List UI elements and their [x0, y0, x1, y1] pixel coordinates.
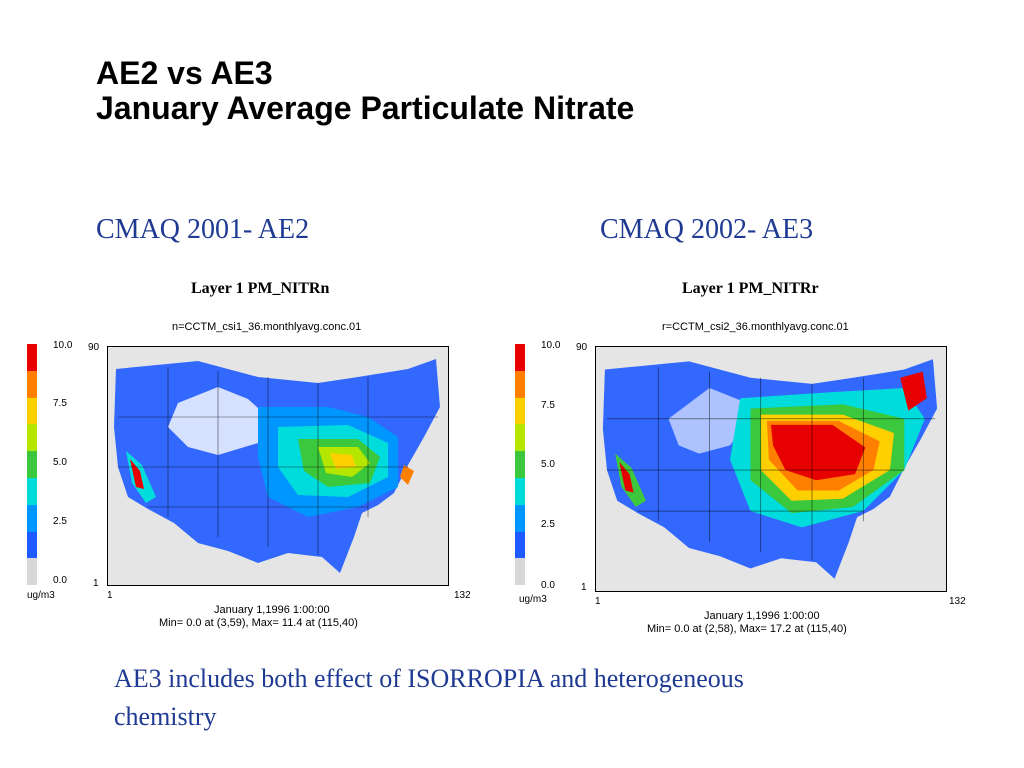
layer-label-ae2: Layer 1 PM_NITRn — [191, 280, 330, 297]
colorbar — [515, 344, 525, 586]
colorbar-segment — [515, 397, 525, 425]
date-line: January 1,1996 1:00:00 — [214, 604, 330, 616]
colorbar-tick: 2.5 — [541, 519, 555, 530]
colorbar-segment — [515, 504, 525, 532]
colorbar-tick: 5.0 — [541, 459, 555, 470]
colorbar-segment — [27, 424, 37, 452]
date-line: January 1,1996 1:00:00 — [704, 610, 820, 622]
x-axis-right: 132 — [949, 596, 966, 607]
file-name: r=CCTM_csi2_36.monthlyavg.conc.01 — [662, 321, 849, 333]
slide-title: AE2 vs AE3 January Average Particulate N… — [96, 56, 634, 126]
x-axis-right: 132 — [454, 590, 471, 601]
file-name: n=CCTM_csi1_36.monthlyavg.conc.01 — [172, 321, 362, 333]
colorbar-tick: 5.0 — [53, 457, 67, 468]
minmax-line: Min= 0.0 at (3,59), Max= 11.4 at (115,40… — [159, 617, 358, 629]
colorbar-segment — [27, 397, 37, 425]
layer-label-ae3: Layer 1 PM_NITRr — [682, 280, 819, 297]
unit-label: ug/m3 — [27, 590, 55, 601]
map-graphic — [114, 359, 440, 573]
concentration-map — [107, 346, 449, 586]
y-axis-bottom: 1 — [581, 582, 587, 593]
y-axis-top: 90 — [576, 342, 588, 353]
colorbar-segment — [27, 531, 37, 559]
title-line-2: January Average Particulate Nitrate — [96, 90, 635, 126]
colorbar-tick: 10.0 — [541, 340, 561, 351]
map-panel-ae2: n=CCTM_csi1_36.monthlyavg.conc.01 10.0 7… — [27, 318, 497, 638]
colorbar-segment — [27, 370, 37, 398]
x-axis-left: 1 — [595, 596, 601, 607]
panel-heading-ae3: CMAQ 2002- AE3 — [600, 214, 814, 245]
map-graphic — [602, 359, 938, 579]
colorbar-tick: 0.0 — [541, 580, 555, 591]
colorbar-segment — [27, 558, 37, 586]
colorbar-segment — [27, 504, 37, 532]
colorbar — [27, 344, 37, 586]
colorbar-segment — [515, 558, 525, 586]
colorbar-segment — [27, 451, 37, 478]
colorbar-segment — [515, 531, 525, 559]
minmax-line: Min= 0.0 at (2,58), Max= 17.2 at (115,40… — [647, 623, 847, 635]
colorbar-segment — [515, 424, 525, 452]
colorbar-segment — [27, 344, 37, 371]
y-axis-top: 90 — [88, 342, 100, 353]
x-axis-left: 1 — [107, 590, 113, 601]
colorbar-tick: 2.5 — [53, 516, 67, 527]
colorbar-segment — [515, 344, 525, 371]
y-axis-bottom: 1 — [93, 578, 99, 589]
colorbar-segment — [515, 370, 525, 398]
concentration-map — [595, 346, 947, 592]
map-panel-ae3: r=CCTM_csi2_36.monthlyavg.conc.01 10.0 7… — [515, 318, 985, 638]
unit-label: ug/m3 — [519, 594, 547, 605]
colorbar-tick: 0.0 — [53, 575, 67, 586]
bottom-note: AE3 includes both effect of ISORROPIA an… — [114, 664, 744, 731]
colorbar-tick: 7.5 — [541, 400, 555, 411]
title-line-1: AE2 vs AE3 — [96, 55, 273, 91]
panel-heading-ae2: CMAQ 2001- AE2 — [96, 214, 310, 245]
colorbar-segment — [515, 451, 525, 478]
colorbar-segment — [27, 477, 37, 505]
colorbar-segment — [515, 477, 525, 505]
colorbar-tick: 7.5 — [53, 398, 67, 409]
colorbar-tick: 10.0 — [53, 340, 73, 351]
